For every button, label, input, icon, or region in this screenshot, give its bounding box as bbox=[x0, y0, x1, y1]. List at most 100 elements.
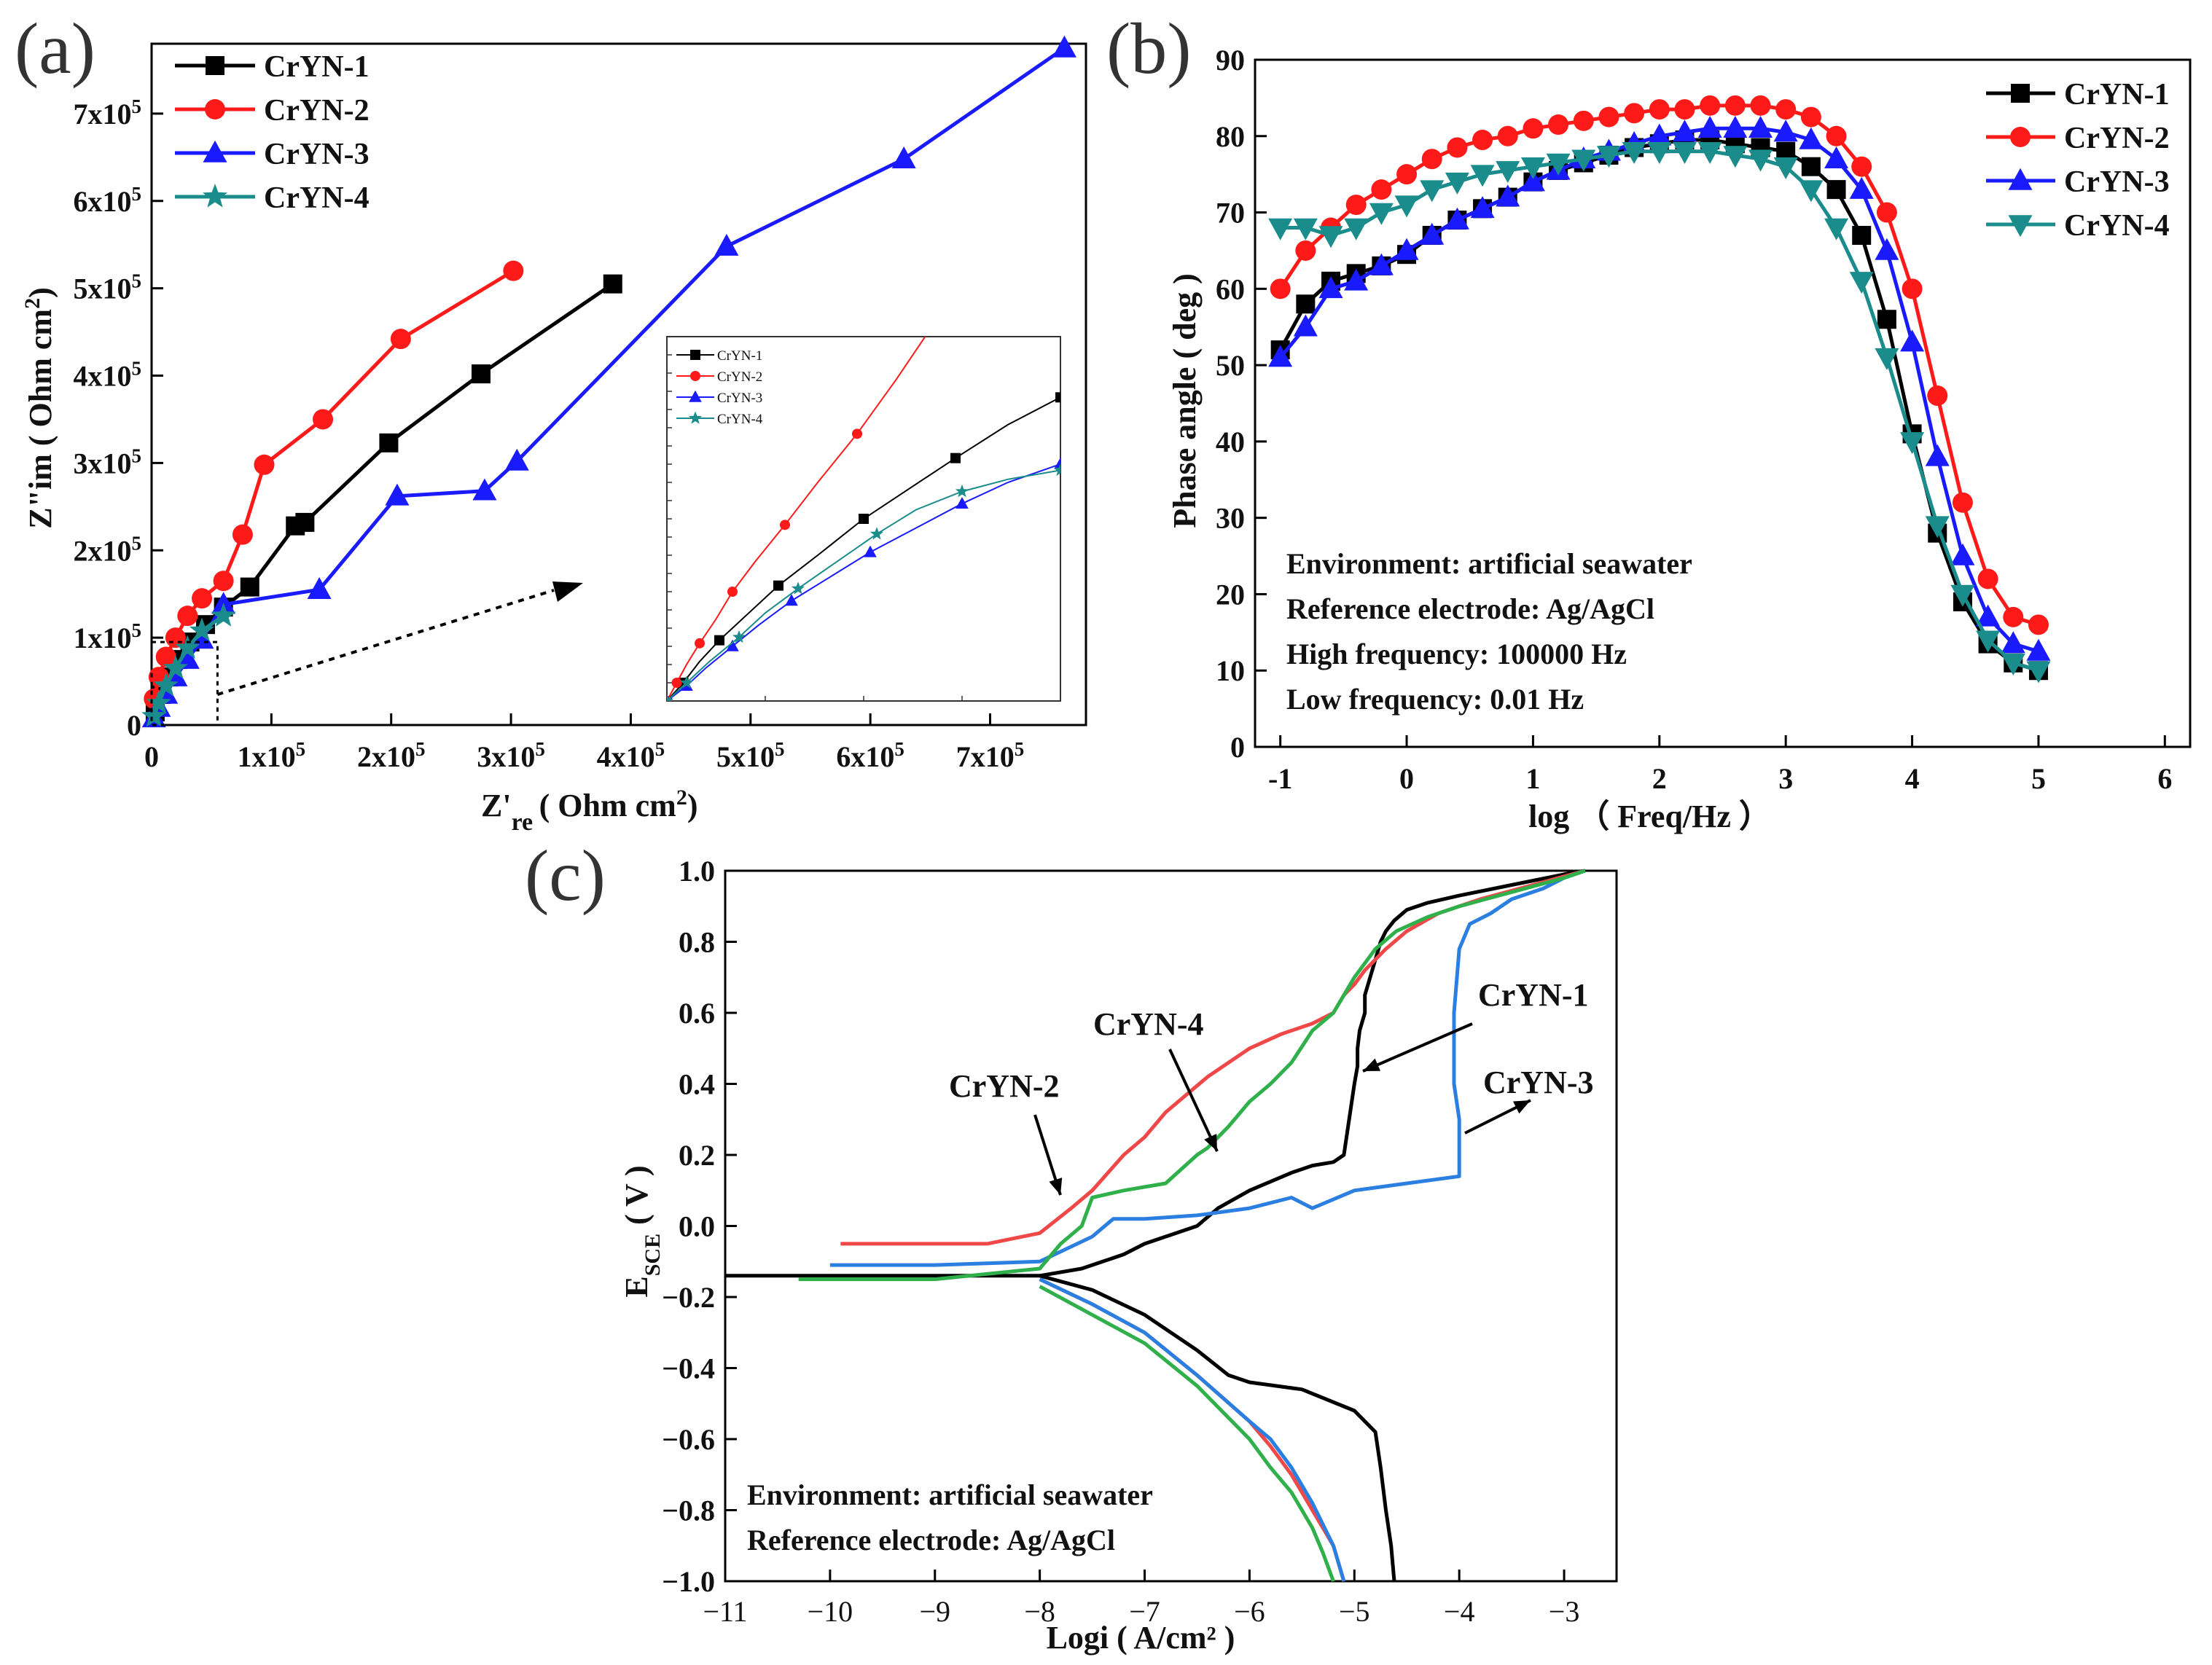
data-point-cryn-2 bbox=[254, 454, 275, 475]
data-point-cryn-2 bbox=[2028, 614, 2049, 635]
y-tick-label: 30 bbox=[1216, 502, 1245, 535]
y-tick-label: 0 bbox=[127, 709, 141, 742]
panel-label: (b) bbox=[1106, 8, 1192, 89]
data-point-cryn-2 bbox=[1598, 106, 1619, 128]
y-tick-label: −0.2 bbox=[662, 1281, 715, 1314]
data-point-cryn-4 bbox=[1344, 218, 1369, 240]
data-point-cryn-2 bbox=[1674, 99, 1695, 120]
y-tick-label: 1x105 bbox=[74, 619, 142, 654]
legend-marker bbox=[2011, 84, 2030, 103]
data-point-cryn-3 bbox=[891, 146, 916, 168]
y-tick-label: 6x105 bbox=[74, 183, 142, 218]
arrow-crym-1-head bbox=[1363, 1058, 1380, 1071]
arrow-crym-1 bbox=[1362, 1022, 1473, 1073]
legend-label-cryn-4: CrYN-4 bbox=[2064, 209, 2170, 243]
inset-line-cryn-2 bbox=[667, 337, 926, 701]
x-tick-label: −10 bbox=[808, 1595, 853, 1628]
data-point-cryn-2 bbox=[1624, 103, 1645, 124]
x-tick-label: 4 bbox=[1905, 762, 1920, 795]
data-point-cryn-3 bbox=[189, 627, 214, 649]
inset-point-cryn-4 bbox=[1053, 463, 1060, 477]
plot-frame bbox=[1254, 58, 2192, 748]
inset-point-cryn-4 bbox=[955, 484, 969, 498]
data-point-cryn-1 bbox=[1296, 294, 1316, 314]
data-point-cryn-3 bbox=[472, 478, 497, 501]
x-tick-label: 4x105 bbox=[597, 738, 665, 773]
x-tick-label: 3 bbox=[1778, 762, 1793, 795]
legend-label-cryn-1: CrYN-1 bbox=[2064, 78, 2170, 111]
data-point-cryn-4 bbox=[1470, 165, 1495, 187]
data-point-cryn-3 bbox=[1496, 184, 1520, 207]
y-tick-label: 70 bbox=[1216, 197, 1245, 230]
y-tick-label: 0.6 bbox=[679, 997, 715, 1030]
data-point-cryn-4 bbox=[1950, 584, 1975, 607]
annotation-text: Reference electrode: Ag/AgCl bbox=[1286, 592, 1654, 625]
y-tick-label: 3x105 bbox=[74, 444, 142, 479]
data-point-cryn-3 bbox=[1672, 120, 1697, 142]
y-tick-label: 80 bbox=[1216, 120, 1245, 153]
data-point-cryn-4 bbox=[1697, 141, 1722, 164]
series-line-cryn-2 bbox=[152, 269, 515, 700]
data-point-cryn-2 bbox=[1295, 240, 1316, 261]
data-point-cryn-3 bbox=[2001, 631, 2025, 654]
inset-line-cryn-4 bbox=[667, 469, 1060, 701]
zoom-arrow bbox=[216, 589, 555, 696]
y-tick-label: 5x105 bbox=[74, 270, 142, 305]
inset-point-cryn-2 bbox=[727, 587, 738, 597]
data-point-cryn-2 bbox=[155, 646, 176, 667]
data-point-cryn-2 bbox=[1724, 95, 1746, 116]
x-tick-label: −5 bbox=[1339, 1595, 1370, 1628]
arrow-crym-3-head bbox=[1513, 1100, 1531, 1114]
x-tick-label: −7 bbox=[1129, 1595, 1160, 1628]
inset-legend-label: CrYN-1 bbox=[717, 348, 762, 364]
data-point-cryn-3 bbox=[1318, 276, 1343, 299]
curve-cryn-4 bbox=[798, 869, 1586, 1282]
data-point-cryn-4 bbox=[1925, 516, 1950, 538]
x-tick-label: 6x105 bbox=[836, 738, 904, 773]
data-point-cryn-3 bbox=[2026, 638, 2051, 661]
curve-cryn-3c bbox=[1039, 1277, 1346, 1582]
data-point-cryn-2 bbox=[1573, 110, 1594, 131]
inset-legend-marker bbox=[688, 411, 703, 424]
legend-label-cryn-2: CrYN-2 bbox=[2064, 122, 2170, 155]
data-point-cryn-4 bbox=[175, 635, 200, 659]
inset-point-cryn-1 bbox=[950, 453, 961, 463]
data-point-cryn-2 bbox=[1345, 195, 1367, 216]
data-point-cryn-3 bbox=[1293, 314, 1318, 337]
x-tick-label: 1x105 bbox=[238, 738, 306, 773]
data-point-cryn-3 bbox=[1697, 116, 1722, 138]
data-point-cryn-4 bbox=[1445, 172, 1469, 195]
data-point-cryn-2 bbox=[192, 588, 213, 609]
data-point-cryn-4 bbox=[1596, 146, 1621, 168]
data-point-cryn-3 bbox=[1420, 222, 1445, 245]
inset-point-cryn-4 bbox=[791, 581, 805, 595]
inset-line-cryn-1 bbox=[667, 396, 1060, 701]
data-point-cryn-4 bbox=[153, 673, 179, 697]
data-point-cryn-3 bbox=[1344, 268, 1369, 291]
inset-point-cryn-4 bbox=[732, 630, 746, 643]
data-point-cryn-2 bbox=[1270, 278, 1291, 299]
data-point-cryn-4 bbox=[1672, 141, 1697, 164]
legend-marker bbox=[206, 56, 224, 75]
panel-label: (c) bbox=[525, 835, 606, 916]
y-tick-label: 0.4 bbox=[679, 1068, 715, 1101]
data-point-cryn-3 bbox=[1748, 116, 1773, 138]
data-point-cryn-4 bbox=[1849, 272, 1874, 294]
inset-legend-label: CrYN-4 bbox=[717, 412, 763, 427]
data-point-cryn-3 bbox=[1925, 444, 1950, 466]
data-point-cryn-2 bbox=[1523, 118, 1544, 139]
data-point-cryn-1 bbox=[1801, 157, 1821, 176]
data-point-cryn-2 bbox=[1927, 385, 1948, 407]
inset-legend-marker bbox=[690, 371, 700, 381]
legend-label-cryn-4: CrYN-4 bbox=[264, 181, 370, 215]
data-point-cryn-1 bbox=[471, 364, 491, 384]
y-tick-label: 1.0 bbox=[679, 855, 715, 888]
zoom-box bbox=[150, 640, 219, 726]
legend-marker bbox=[202, 184, 228, 208]
y-tick-label: 0.8 bbox=[679, 926, 715, 959]
y-tick-label: 0.2 bbox=[679, 1139, 715, 1172]
x-tick-label: 0 bbox=[144, 740, 159, 773]
data-point-cryn-2 bbox=[232, 524, 253, 545]
inset-point-cryn-3 bbox=[726, 639, 739, 651]
x-tick-label: 5 bbox=[2031, 762, 2046, 795]
